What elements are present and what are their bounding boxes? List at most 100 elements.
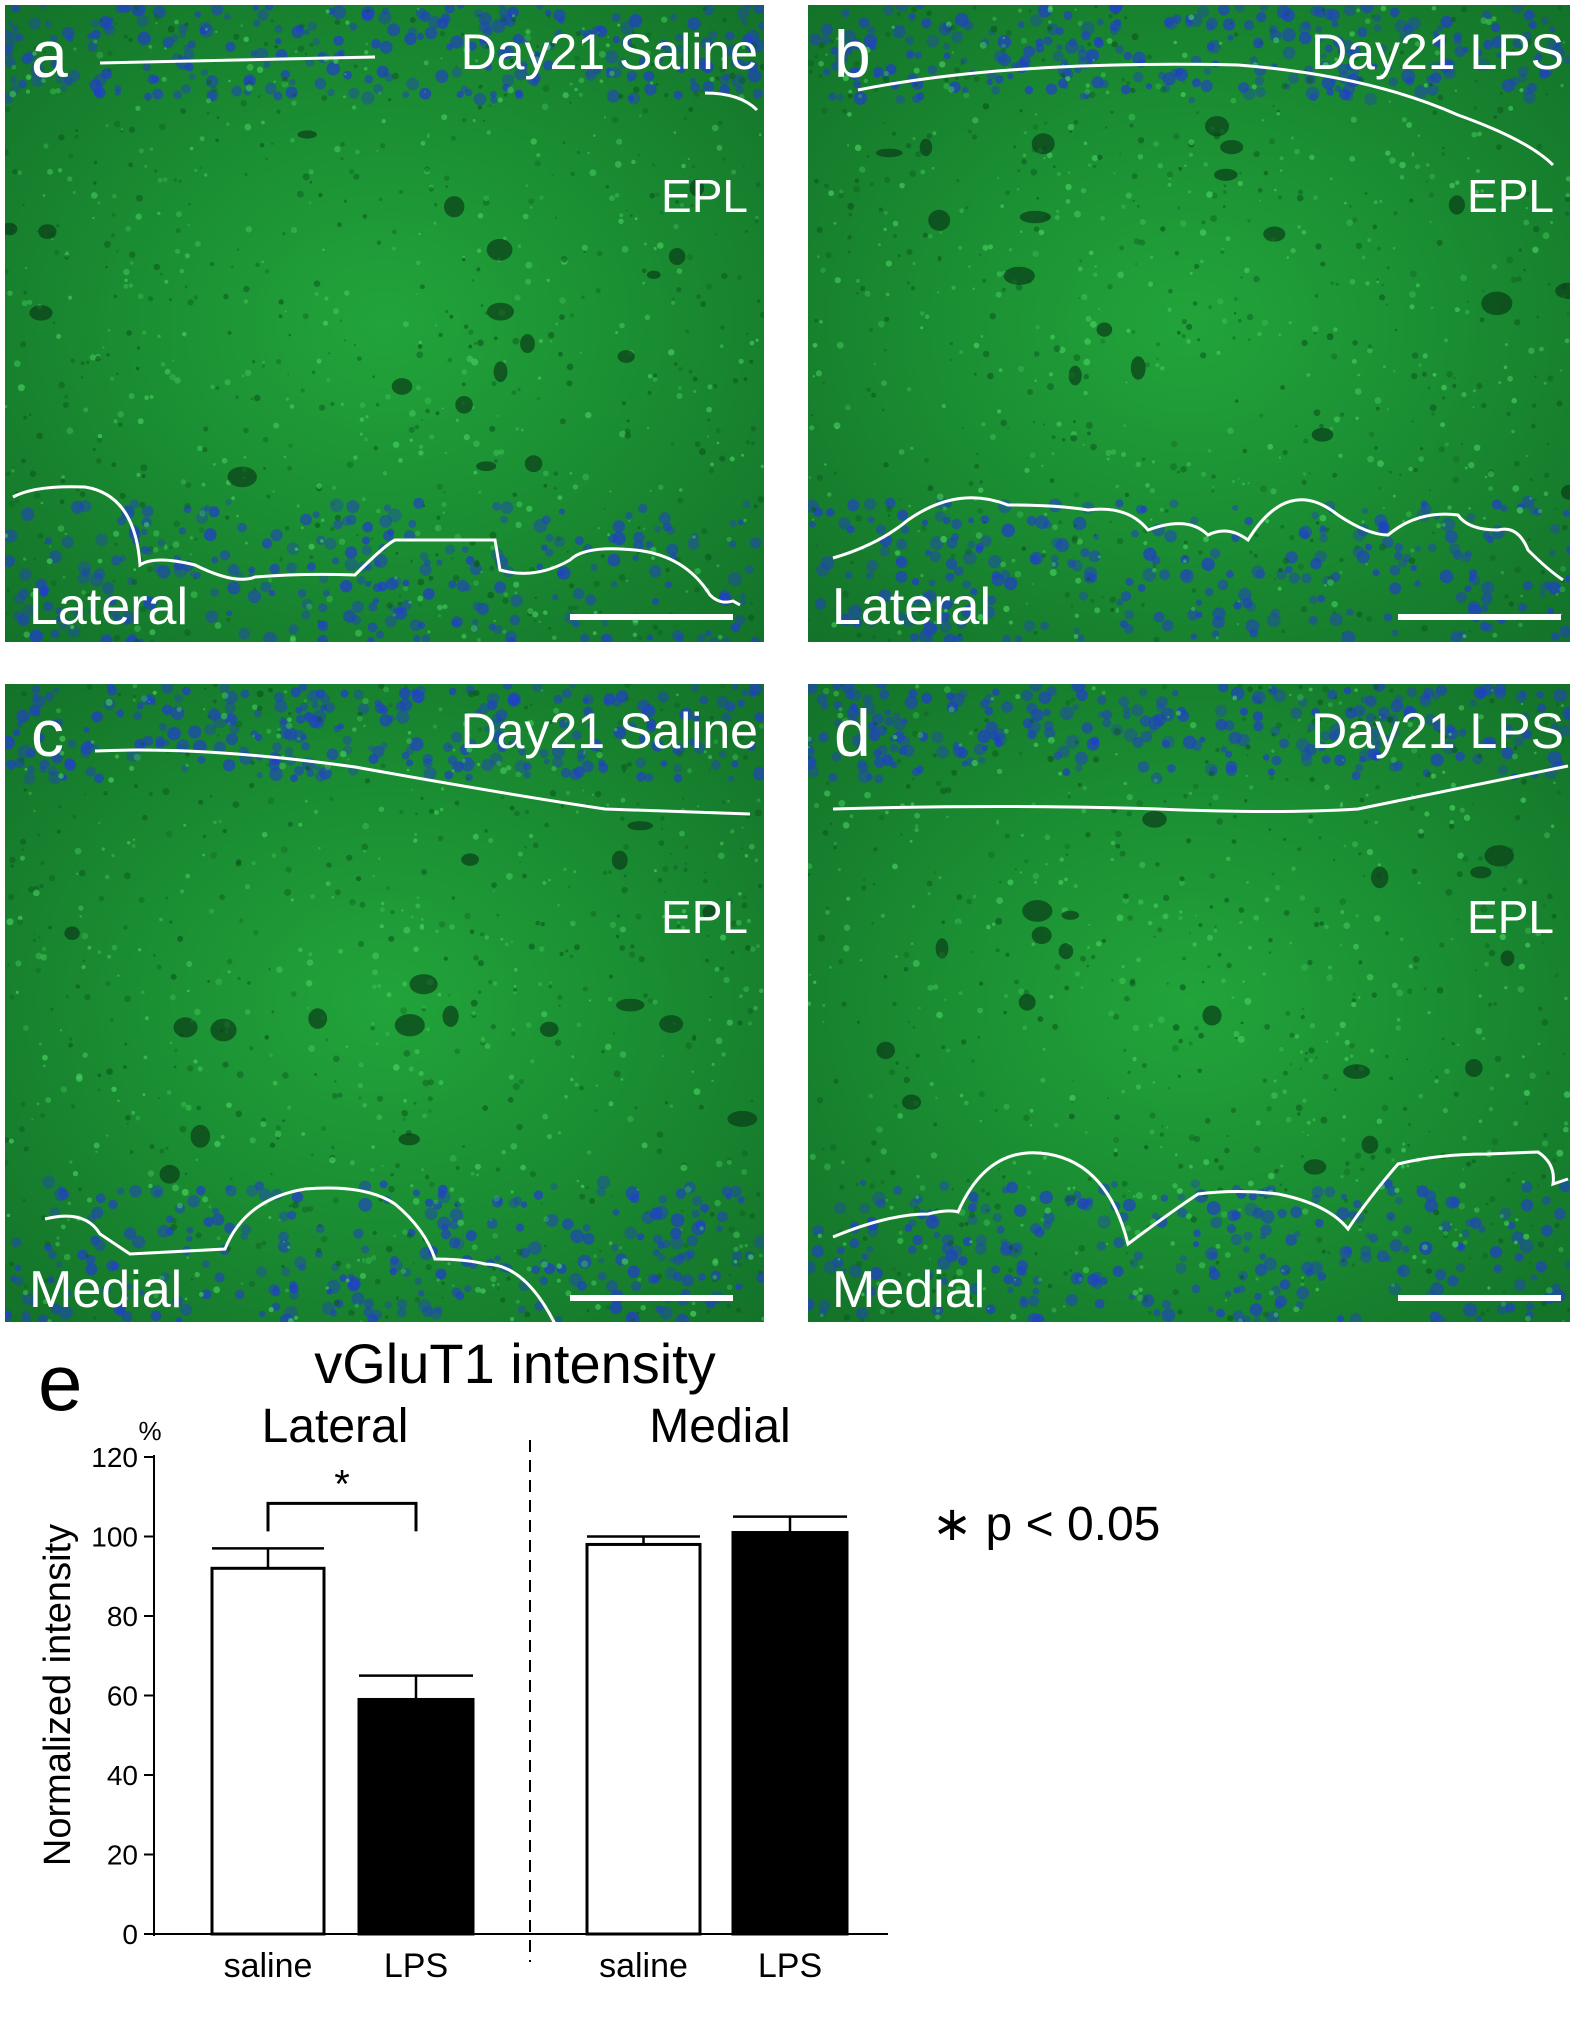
nucleus-dot — [608, 533, 618, 544]
nucleus-dot — [1167, 764, 1176, 773]
nucleus-dot — [895, 570, 908, 583]
speckle — [311, 370, 316, 375]
vessel — [5, 222, 18, 236]
nucleus-dot — [754, 712, 764, 723]
nucleus-dot — [208, 506, 220, 518]
nucleus-dot — [1304, 73, 1316, 85]
nucleus-dot — [119, 554, 127, 562]
nucleus-dot — [301, 741, 310, 751]
speckle — [1179, 910, 1183, 914]
speckle — [1294, 148, 1300, 155]
speckle — [23, 557, 27, 561]
speckle — [270, 19, 274, 23]
nucleus-dot — [368, 602, 378, 612]
speckle — [375, 402, 380, 407]
speckle — [1302, 1098, 1307, 1103]
speckle — [470, 625, 478, 632]
speckle — [706, 1309, 711, 1314]
nucleus-dot — [20, 507, 35, 521]
nucleus-dot — [390, 576, 402, 588]
speckle — [241, 374, 245, 378]
speckle — [247, 981, 251, 985]
speckle — [438, 707, 443, 712]
speckle — [756, 1192, 761, 1197]
speckle — [1276, 111, 1281, 116]
speckle — [898, 498, 901, 501]
nucleus-dot — [37, 1314, 49, 1322]
speckle — [203, 426, 209, 432]
speckle — [742, 755, 748, 760]
nucleus-dot — [687, 537, 700, 550]
speckle — [1125, 381, 1128, 384]
speckle — [362, 497, 366, 502]
nucleus-dot — [1155, 1216, 1168, 1228]
speckle — [1273, 37, 1280, 44]
speckle — [1083, 373, 1089, 380]
speckle — [129, 251, 136, 258]
speckle — [842, 108, 847, 114]
speckle — [621, 763, 628, 771]
speckle — [1366, 973, 1374, 981]
layer-label: EPL — [661, 170, 748, 222]
speckle — [1094, 607, 1101, 614]
speckle — [451, 1284, 455, 1288]
speckle — [496, 1286, 500, 1291]
speckle — [93, 1142, 100, 1149]
nucleus-dot — [225, 713, 238, 726]
speckle — [945, 21, 952, 28]
speckle — [533, 619, 537, 622]
speckle — [60, 478, 66, 484]
nucleus-dot — [518, 747, 527, 756]
speckle — [593, 610, 598, 615]
nucleus-dot — [1160, 1194, 1169, 1202]
nucleus-dot — [732, 684, 739, 691]
speckle — [586, 1186, 590, 1190]
nucleus-dot — [958, 1256, 968, 1266]
speckle — [90, 740, 95, 744]
nucleus-dot — [646, 722, 656, 733]
nucleus-dot — [740, 688, 749, 697]
nucleus-dot — [1320, 731, 1331, 741]
speckle — [1113, 172, 1116, 175]
nucleus-dot — [1119, 620, 1129, 629]
speckle — [1529, 497, 1532, 500]
nucleus-dot — [1072, 1191, 1082, 1200]
nucleus-dot — [845, 571, 853, 579]
speckle — [1017, 169, 1021, 173]
nucleus-dot — [1271, 1285, 1281, 1296]
nucleus-dot — [992, 1213, 1002, 1223]
speckle — [418, 232, 421, 236]
speckle — [1430, 306, 1434, 309]
nucleus-dot — [1233, 601, 1242, 610]
nucleus-dot — [1123, 51, 1132, 61]
speckle — [536, 153, 541, 158]
speckle — [1346, 219, 1354, 227]
speckle — [756, 692, 760, 696]
speckle — [586, 1150, 592, 1155]
nucleus-dot — [166, 1215, 174, 1223]
speckle — [107, 50, 113, 57]
speckle — [473, 690, 480, 697]
nucleus-dot — [1053, 751, 1062, 760]
speckle — [663, 890, 666, 893]
speckle — [962, 426, 965, 429]
nucleus-dot — [478, 21, 492, 34]
speckle — [398, 458, 403, 463]
speckle — [21, 848, 25, 852]
speckle — [1073, 120, 1079, 125]
speckle — [1427, 386, 1431, 390]
speckle — [1211, 489, 1215, 493]
nucleus-dot — [1254, 76, 1265, 86]
nucleus-dot — [1162, 72, 1176, 86]
speckle — [131, 1110, 136, 1115]
vessel — [210, 1018, 237, 1042]
nucleus-dot — [939, 1181, 950, 1191]
speckle — [287, 373, 290, 376]
nucleus-dot — [1121, 84, 1131, 95]
speckle — [357, 1258, 360, 1262]
speckle — [1349, 204, 1352, 208]
speckle — [80, 376, 84, 379]
nucleus-dot — [721, 637, 731, 642]
speckle — [253, 394, 261, 402]
nucleus-dot — [585, 69, 597, 81]
